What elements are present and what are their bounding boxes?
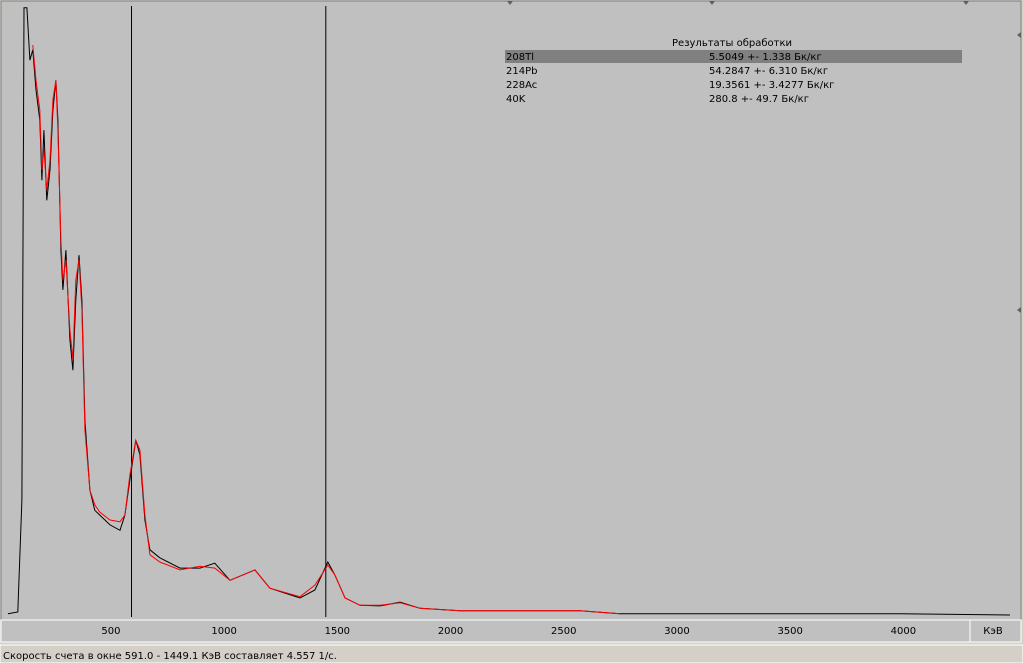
x-tick-label: 4000 — [891, 626, 916, 637]
table-title: Результаты обработки — [672, 38, 792, 49]
spectrum-line — [32, 44, 620, 615]
row-activity: 280.8 +- 49.7 Бк/кг — [709, 94, 809, 105]
x-tick-label: 3500 — [777, 626, 802, 637]
x-axis-unit: КэВ — [983, 626, 1003, 637]
x-tick-label: 1000 — [211, 626, 236, 637]
x-tick-label: 2000 — [438, 626, 463, 637]
x-tick-label: 2500 — [551, 626, 576, 637]
x-tick-label: 1500 — [325, 626, 350, 637]
x-axis-bar — [0, 619, 1022, 643]
row-nuclide: 228Ac — [506, 80, 537, 91]
x-tick-label: 500 — [101, 626, 120, 637]
row-activity: 54.2847 +- 6.310 Бк/кг — [709, 66, 828, 77]
x-tick-label: 3000 — [664, 626, 689, 637]
status-text: Скорость счета в окне 591.0 - 1449.1 КэВ… — [3, 651, 337, 662]
row-activity: 19.3561 +- 3.4277 Бк/кг — [709, 80, 834, 91]
status-bar — [0, 644, 1023, 663]
row-nuclide: 40K — [506, 94, 526, 105]
plot-area — [0, 0, 1022, 621]
row-activity: 5.5049 +- 1.338 Бк/кг — [709, 52, 822, 63]
selected-row — [505, 50, 962, 63]
results-table: Результаты обработки — [672, 38, 792, 49]
row-nuclide: 214Pb — [506, 66, 537, 77]
row-nuclide: 208Tl — [506, 52, 534, 63]
